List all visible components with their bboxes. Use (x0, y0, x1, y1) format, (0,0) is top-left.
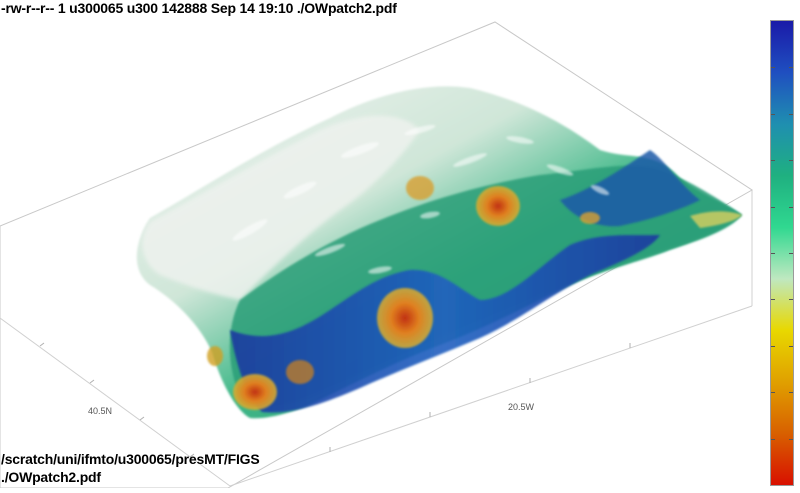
axis-tick-label-left: 40.5N (88, 406, 112, 416)
colorbar-tick (789, 67, 793, 69)
colorbar-tick (789, 253, 793, 254)
eddy-warm-6 (580, 212, 600, 224)
colorbar-tick (789, 206, 793, 208)
colorbar-tick (789, 438, 793, 440)
eddy-warm-3 (406, 176, 434, 200)
file-path-footer: /scratch/uni/ifmto/u300065/presMT/FIGS .… (1, 450, 260, 486)
file-listing-header: -rw-r--r-- 1 u300065 u300 142888 Sep 14 … (1, 0, 397, 16)
colorbar-tick (771, 345, 775, 347)
surface-ridge (560, 150, 700, 227)
eddy-warm-7 (207, 346, 223, 366)
directory-path: /scratch/uni/ifmto/u300065/presMT/FIGS (1, 451, 260, 467)
eddy-warm-2 (476, 186, 520, 226)
surface-rim (690, 211, 742, 228)
colorbar-tick (789, 113, 793, 115)
colorbar-tick (789, 299, 793, 301)
colorbar-tick (771, 392, 775, 394)
surface-plot: 40.5N 20.5W (0, 21, 753, 489)
colorbar-tick (771, 438, 775, 440)
colorbar-tick (789, 392, 793, 394)
surface-plot-svg: 40.5N 20.5W (0, 21, 753, 489)
colorbar-tick (771, 299, 775, 301)
colorbar (770, 20, 794, 486)
axis-ticks (39, 342, 631, 458)
colorbar-tick (789, 345, 793, 347)
colorbar-tick (771, 253, 775, 254)
colorbar-tick (771, 206, 775, 208)
eddy-warm-1 (377, 288, 433, 348)
file-name: ./OWpatch2.pdf (1, 469, 101, 485)
surface-highlights (232, 124, 610, 274)
colorbar-tick (789, 160, 793, 162)
eddy-warm-5 (286, 360, 314, 384)
floor-edge-right (229, 305, 753, 487)
colorbar-tick (771, 113, 775, 115)
colorbar-tick (771, 160, 775, 162)
surface-deep-channel (230, 235, 660, 413)
axis-tick-label-right: 20.5W (508, 402, 535, 412)
colorbar-tick (771, 67, 775, 69)
surface-low-relief (142, 115, 420, 300)
floor-edge-left (0, 317, 231, 487)
eddy-warm-4 (233, 374, 277, 410)
